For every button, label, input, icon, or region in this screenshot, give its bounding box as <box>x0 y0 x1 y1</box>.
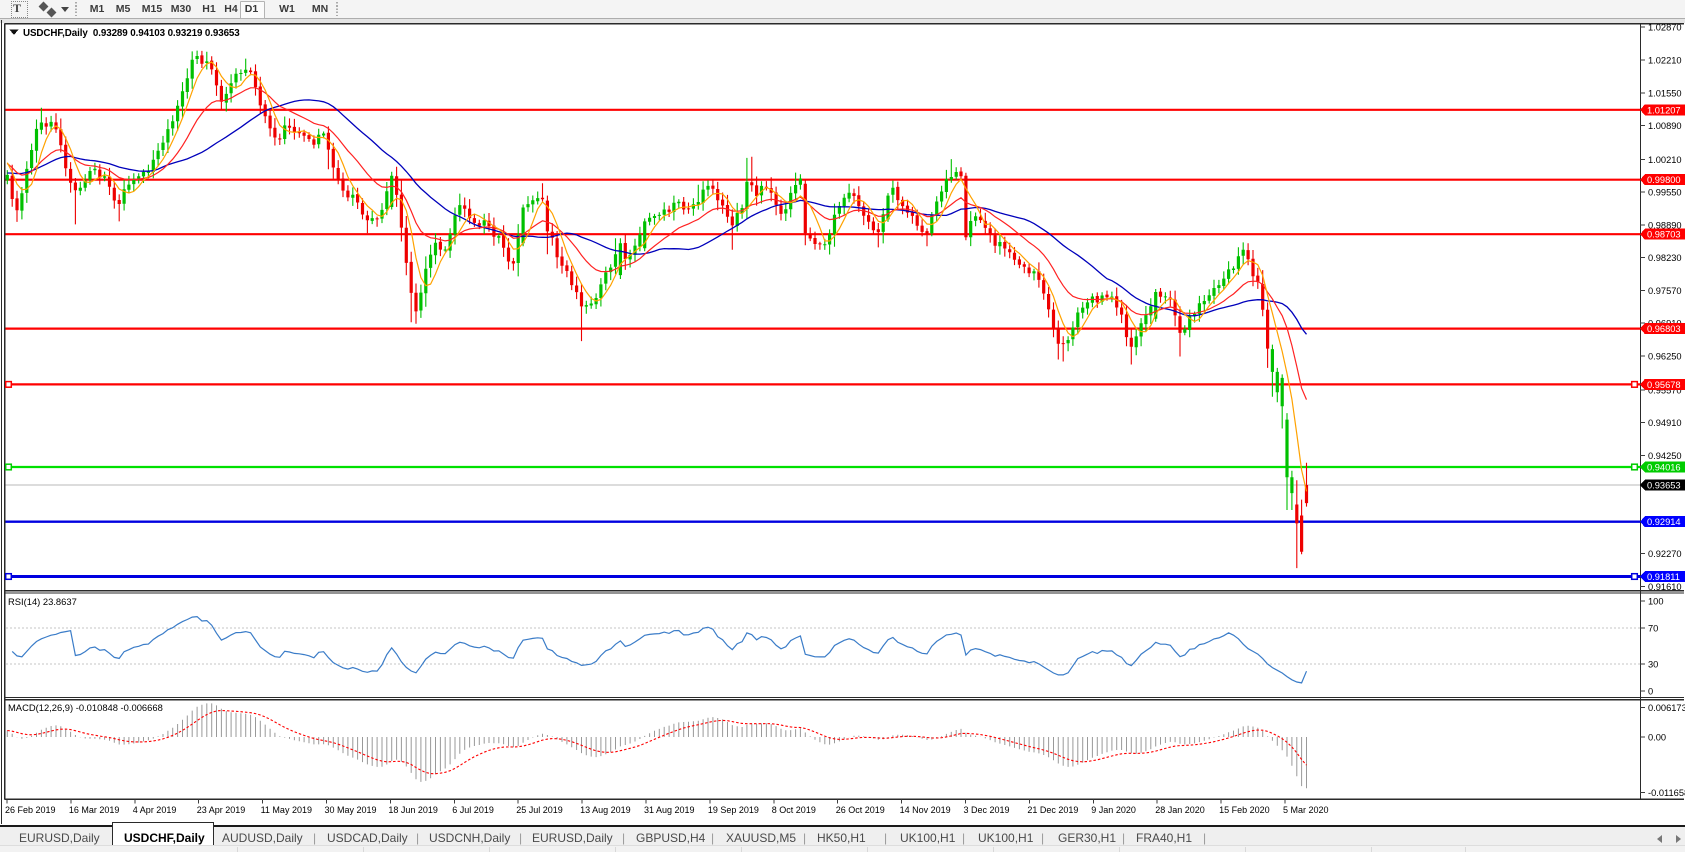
svg-text:100: 100 <box>1648 597 1664 607</box>
svg-text:0.94016: 0.94016 <box>1647 463 1681 473</box>
svg-text:31 Aug 2019: 31 Aug 2019 <box>644 805 695 815</box>
svg-text:25 Jul 2019: 25 Jul 2019 <box>516 805 563 815</box>
svg-text:0.006173: 0.006173 <box>1648 703 1685 713</box>
svg-text:14 Nov 2019: 14 Nov 2019 <box>900 805 951 815</box>
svg-text:MACD(12,26,9) -0.010848 -0.006: MACD(12,26,9) -0.010848 -0.006668 <box>8 702 163 713</box>
svg-text:9 Jan 2020: 9 Jan 2020 <box>1091 805 1136 815</box>
svg-text:26 Oct 2019: 26 Oct 2019 <box>836 805 885 815</box>
svg-text:0.96803: 0.96803 <box>1647 324 1681 334</box>
svg-text:6 Jul 2019: 6 Jul 2019 <box>452 805 494 815</box>
svg-text:16 Mar 2019: 16 Mar 2019 <box>69 805 120 815</box>
svg-text:1.02210: 1.02210 <box>1648 56 1682 66</box>
svg-text:30 May 2019: 30 May 2019 <box>325 805 377 815</box>
svg-text:RSI(14) 23.8637: RSI(14) 23.8637 <box>8 596 77 607</box>
svg-text:18 Jun 2019: 18 Jun 2019 <box>388 805 438 815</box>
svg-text:13 Aug 2019: 13 Aug 2019 <box>580 805 631 815</box>
svg-text:1.02870: 1.02870 <box>1648 23 1682 33</box>
svg-text:0.99550: 0.99550 <box>1648 188 1682 198</box>
svg-text:1.00210: 1.00210 <box>1648 155 1682 165</box>
svg-text:11 May 2019: 11 May 2019 <box>261 805 312 815</box>
svg-text:8 Oct 2019: 8 Oct 2019 <box>772 805 816 815</box>
svg-text:0.94250: 0.94250 <box>1648 451 1682 461</box>
svg-text:15 Feb 2020: 15 Feb 2020 <box>1219 805 1270 815</box>
svg-text:-0.011658: -0.011658 <box>1648 788 1685 798</box>
svg-text:0.95570: 0.95570 <box>1648 385 1682 395</box>
svg-text:0: 0 <box>1648 687 1653 697</box>
svg-text:4 Apr 2019: 4 Apr 2019 <box>133 805 177 815</box>
svg-text:0.99800: 0.99800 <box>1647 175 1681 185</box>
svg-text:0.92270: 0.92270 <box>1648 549 1682 559</box>
svg-text:USDCHF,Daily 0.93289 0.94103: USDCHF,Daily 0.93289 0.94103 0.93219 0.9… <box>23 28 240 39</box>
svg-text:0.93653: 0.93653 <box>1647 481 1681 491</box>
svg-text:23 Apr 2019: 23 Apr 2019 <box>197 805 246 815</box>
svg-text:0.98890: 0.98890 <box>1648 220 1682 230</box>
svg-text:30: 30 <box>1648 660 1658 670</box>
svg-text:21 Dec 2019: 21 Dec 2019 <box>1027 805 1078 815</box>
svg-text:0.98230: 0.98230 <box>1648 253 1682 263</box>
svg-text:0.92914: 0.92914 <box>1647 517 1681 527</box>
svg-text:0.97570: 0.97570 <box>1648 286 1682 296</box>
svg-text:26 Feb 2019: 26 Feb 2019 <box>5 805 56 815</box>
svg-text:0.00: 0.00 <box>1648 733 1666 743</box>
svg-text:28 Jan 2020: 28 Jan 2020 <box>1155 805 1205 815</box>
svg-text:1.01207: 1.01207 <box>1647 105 1681 115</box>
svg-text:0.95678: 0.95678 <box>1647 380 1681 390</box>
svg-text:0.91811: 0.91811 <box>1647 572 1680 582</box>
svg-text:1.01550: 1.01550 <box>1648 88 1682 98</box>
svg-text:19 Sep 2019: 19 Sep 2019 <box>708 805 759 815</box>
svg-text:0.98703: 0.98703 <box>1647 230 1681 240</box>
svg-text:5 Mar 2020: 5 Mar 2020 <box>1283 805 1329 815</box>
svg-text:70: 70 <box>1648 624 1658 634</box>
svg-text:1.00890: 1.00890 <box>1648 121 1682 131</box>
svg-text:3 Dec 2019: 3 Dec 2019 <box>964 805 1010 815</box>
svg-text:0.91610: 0.91610 <box>1648 582 1682 592</box>
svg-text:0.94910: 0.94910 <box>1648 418 1682 428</box>
svg-text:0.96250: 0.96250 <box>1648 352 1682 362</box>
